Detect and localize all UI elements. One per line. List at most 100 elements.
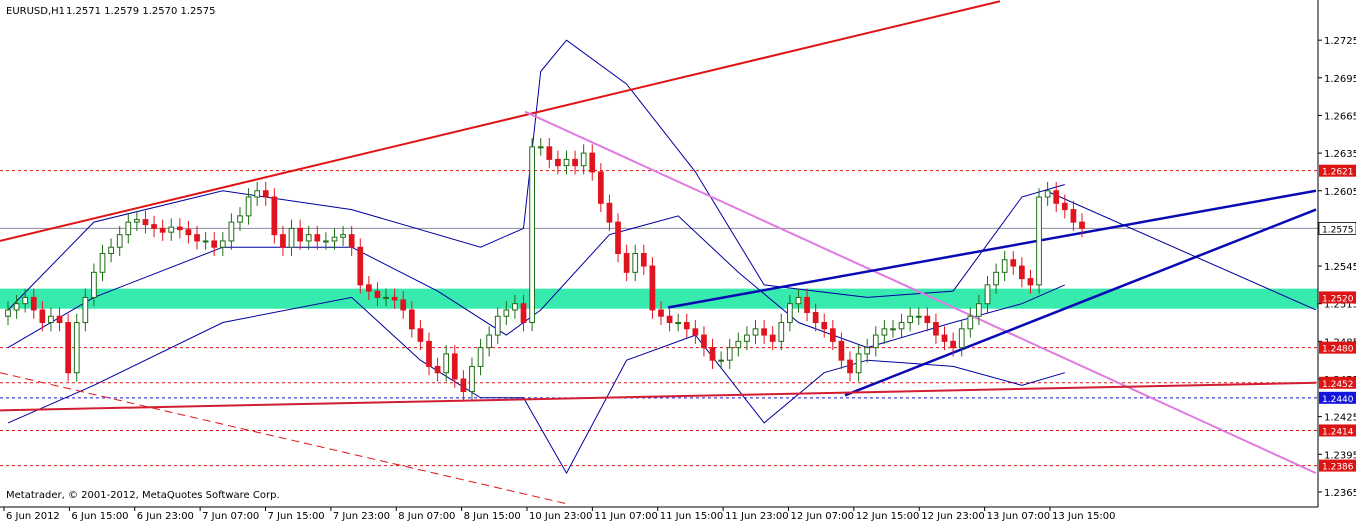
x-tick-label: 12 Jun 15:00 <box>856 511 920 521</box>
candle-body <box>134 219 140 223</box>
candle <box>752 320 759 344</box>
dashed-support-trendline <box>0 372 571 505</box>
candle <box>1044 181 1051 206</box>
candle <box>769 326 776 351</box>
x-tick-label: 7 Jun 07:00 <box>202 511 259 521</box>
candle <box>640 244 647 275</box>
candle <box>494 307 501 344</box>
candle <box>366 276 372 300</box>
candle <box>666 307 673 332</box>
candle-body <box>99 253 106 273</box>
x-tick-label: 12 Jun 23:00 <box>921 511 985 521</box>
candle <box>529 138 535 332</box>
y-tick-label: 1.2425 <box>1324 413 1356 424</box>
x-tick-label: 7 Jun 23:00 <box>333 511 390 521</box>
y-tick-label: 1.2545 <box>1324 262 1356 273</box>
candle-body <box>142 219 149 226</box>
candle <box>13 294 20 319</box>
candle-body <box>434 365 441 374</box>
candle-body <box>606 202 613 223</box>
candle-body <box>744 334 750 342</box>
candle <box>812 303 819 332</box>
candle <box>855 345 862 382</box>
candle-body <box>735 340 742 349</box>
candle-body <box>993 271 999 286</box>
candle-body <box>323 240 329 243</box>
candle <box>237 207 243 231</box>
bollinger-lower-band <box>7 296 1065 475</box>
candle <box>675 313 682 332</box>
candle-body <box>202 240 209 243</box>
candle <box>280 225 286 257</box>
candle <box>116 225 123 257</box>
candle <box>477 338 484 376</box>
candle <box>168 218 175 241</box>
candle <box>606 194 613 231</box>
x-tick-label: 13 Jun 07:00 <box>987 511 1051 521</box>
price-level-label: 1.2386 <box>1322 463 1354 473</box>
candle <box>958 320 965 357</box>
candle-body <box>529 146 535 324</box>
price-level-label-box <box>1319 376 1356 389</box>
candle-body <box>108 246 114 255</box>
candle <box>1079 213 1085 238</box>
y-tick-label: 1.2725 <box>1324 36 1356 47</box>
candle <box>1010 250 1017 275</box>
candle-body <box>769 334 776 342</box>
candle <box>649 257 656 319</box>
candle <box>142 210 149 234</box>
candle <box>374 282 381 307</box>
candle <box>907 307 914 332</box>
candle-body <box>520 303 527 324</box>
x-tick-label: 8 Jun 07:00 <box>398 511 455 521</box>
candle <box>271 188 278 244</box>
copyright-text: Metatrader, © 2001-2012, MetaQuotes Soft… <box>6 490 280 501</box>
price-level-label: 1.2452 <box>1322 380 1354 390</box>
candle <box>1001 250 1008 282</box>
candle-body <box>1036 196 1042 286</box>
candle-body <box>374 290 381 298</box>
candle <box>709 338 716 369</box>
x-tick-label: 6 Jun 23:00 <box>137 511 194 521</box>
candle <box>872 326 879 357</box>
candle-body <box>1053 190 1060 204</box>
candle <box>1027 269 1034 294</box>
candle <box>864 338 871 363</box>
candle <box>108 238 114 263</box>
candle-body <box>297 227 303 242</box>
candle-body <box>30 296 37 311</box>
candle <box>804 288 810 322</box>
candle-body <box>683 322 690 330</box>
ohlc-readout: 1.2571 1.2579 1.2570 1.2575 <box>66 6 216 17</box>
candle-body <box>958 328 965 349</box>
candle <box>503 301 510 326</box>
y-tick-label: 1.2605 <box>1324 187 1356 198</box>
x-tick-label: 11 Jun 15:00 <box>660 511 724 521</box>
candle <box>615 213 621 263</box>
x-tick-label: 7 Jun 15:00 <box>268 511 325 521</box>
x-tick-label: 11 Jun 07:00 <box>594 511 658 521</box>
candle <box>443 345 450 382</box>
candle-body <box>933 322 939 336</box>
candle <box>683 313 690 338</box>
candle <box>881 320 888 344</box>
candle <box>219 232 226 257</box>
candle <box>451 345 458 388</box>
candle-body <box>125 221 132 236</box>
candle <box>701 326 707 357</box>
candle-body <box>864 347 871 355</box>
y-tick-label: 1.2395 <box>1324 450 1356 461</box>
candle <box>572 150 578 175</box>
candle <box>185 220 192 244</box>
candle <box>821 313 828 338</box>
candle-body <box>91 271 97 298</box>
y-tick-label: 1.2665 <box>1324 111 1356 122</box>
candle-body <box>65 322 72 374</box>
candle-body <box>486 334 493 349</box>
x-tick-label: 6 Jun 2012 <box>6 511 60 521</box>
blue-channel-line-upper <box>667 189 1317 309</box>
candle <box>408 301 415 338</box>
candle <box>357 238 364 294</box>
candle <box>460 370 467 401</box>
